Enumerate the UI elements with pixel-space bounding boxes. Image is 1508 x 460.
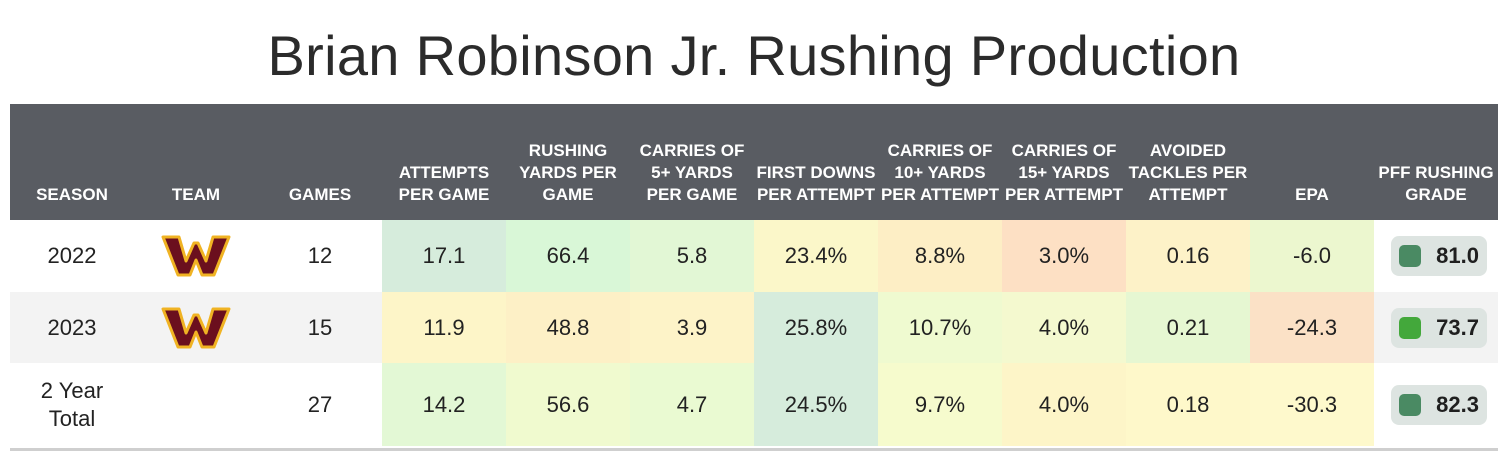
header-games: GAMES bbox=[288, 185, 352, 204]
grade-color-swatch bbox=[1399, 245, 1421, 267]
team-cell bbox=[134, 292, 258, 363]
stat-cell: 5.8 bbox=[630, 220, 754, 292]
header-attempts-per-game: ATTEMPTS PER GAME bbox=[398, 163, 490, 204]
commanders-w-logo-icon bbox=[161, 307, 231, 348]
stat-cell: -30.3 bbox=[1250, 363, 1374, 446]
header-season: SEASON bbox=[36, 185, 108, 204]
grade-badge: 73.7 bbox=[1391, 307, 1487, 348]
header-row: SEASON TEAM GAMES ATTEMPTS PER GAME RUSH… bbox=[10, 104, 1498, 220]
grade-value: 73.7 bbox=[1436, 314, 1479, 340]
grade-badge: 81.0 bbox=[1391, 236, 1487, 276]
stat-cell: 3.0% bbox=[1002, 220, 1126, 292]
stat-cell: 56.6 bbox=[506, 363, 630, 446]
season-cell: 2 Year Total bbox=[40, 377, 104, 431]
stats-table: SEASON TEAM GAMES ATTEMPTS PER GAME RUSH… bbox=[10, 104, 1498, 446]
grade-value: 82.3 bbox=[1436, 391, 1479, 417]
season-cell: 2023 bbox=[47, 314, 97, 340]
grade-cell: 82.3 bbox=[1374, 363, 1498, 446]
grade-color-swatch bbox=[1399, 316, 1421, 339]
grade-cell: 73.7 bbox=[1374, 292, 1498, 363]
stat-cell: 8.8% bbox=[878, 220, 1002, 292]
grade-cell: 81.0 bbox=[1374, 220, 1498, 292]
grade-color-swatch bbox=[1399, 393, 1421, 416]
header-carries-15-plus: CARRIES OF 15+ YARDS PER ATTEMPT bbox=[1004, 141, 1124, 204]
stat-cell: 14.2 bbox=[382, 363, 506, 446]
stat-cell: 66.4 bbox=[506, 220, 630, 292]
grade-value: 81.0 bbox=[1436, 243, 1479, 268]
stat-cell: 0.16 bbox=[1126, 220, 1250, 292]
header-first-downs: FIRST DOWNS PER ATTEMPT bbox=[756, 163, 876, 204]
stat-cell: 9.7% bbox=[878, 363, 1002, 446]
team-cell bbox=[134, 363, 258, 446]
stat-cell: 4.0% bbox=[1002, 363, 1126, 446]
stat-cell: -6.0 bbox=[1250, 220, 1374, 292]
header-team: TEAM bbox=[171, 185, 221, 204]
header-avoided-tackles: AVOIDED TACKLES PER ATTEMPT bbox=[1128, 141, 1248, 204]
table-row: 2023 15 11.9 48.8 3.9 25.8% 10.7% 4.0% 0… bbox=[10, 292, 1498, 363]
header-pff-grade: PFF RUSHING GRADE bbox=[1378, 163, 1494, 204]
stat-cell: 24.5% bbox=[754, 363, 878, 446]
games-cell: 12 bbox=[307, 243, 333, 268]
stat-cell: 10.7% bbox=[878, 292, 1002, 363]
stat-cell: 0.21 bbox=[1126, 292, 1250, 363]
stat-cell: 23.4% bbox=[754, 220, 878, 292]
page-title: Brian Robinson Jr. Rushing Production bbox=[267, 24, 1241, 87]
stat-cell: 4.7 bbox=[630, 363, 754, 446]
stat-cell: 11.9 bbox=[382, 292, 506, 363]
stat-cell: 4.0% bbox=[1002, 292, 1126, 363]
stat-cell: 0.18 bbox=[1126, 363, 1250, 446]
stat-cell: 3.9 bbox=[630, 292, 754, 363]
stat-cell: 25.8% bbox=[754, 292, 878, 363]
header-rushing-yards-per-game: RUSHING YARDS PER GAME bbox=[519, 141, 617, 204]
commanders-w-logo-icon bbox=[161, 235, 231, 277]
table-row: 2022 12 17.1 66.4 5.8 23.4% 8.8% 3.0% 0.… bbox=[10, 220, 1498, 292]
grade-badge: 82.3 bbox=[1391, 384, 1487, 425]
table-row: 2 Year Total 27 14.2 56.6 4.7 24.5% 9.7%… bbox=[10, 363, 1498, 446]
stat-cell: -24.3 bbox=[1250, 292, 1374, 363]
games-cell: 27 bbox=[307, 391, 333, 417]
team-cell bbox=[134, 220, 258, 292]
header-carries-5-plus: CARRIES OF 5+ YARDS PER GAME bbox=[639, 141, 745, 204]
stat-cell: 48.8 bbox=[506, 292, 630, 363]
stat-cell: 17.1 bbox=[382, 220, 506, 292]
header-carries-10-plus: CARRIES OF 10+ YARDS PER ATTEMPT bbox=[880, 141, 1000, 204]
games-cell: 15 bbox=[307, 314, 333, 340]
table-bottom-rule bbox=[10, 448, 1498, 451]
header-epa: EPA bbox=[1295, 185, 1329, 204]
season-cell: 2022 bbox=[47, 243, 97, 268]
